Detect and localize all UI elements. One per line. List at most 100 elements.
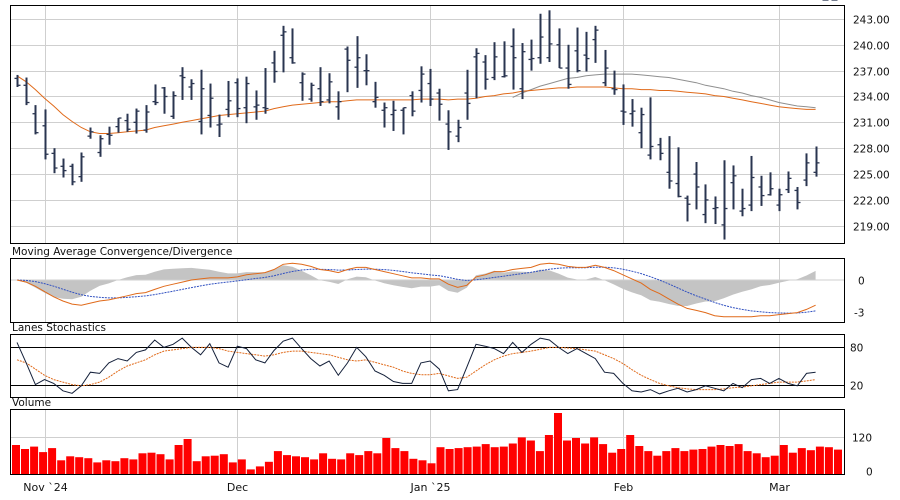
volume-bar xyxy=(463,447,472,474)
ohlc-bar xyxy=(308,82,315,102)
volume-bar xyxy=(156,454,165,474)
ohlc-bar xyxy=(207,83,214,128)
stochastics-title: Lanes Stochastics xyxy=(12,322,106,334)
x-tick-label: Dec xyxy=(227,481,248,494)
ohlc-bar xyxy=(243,76,250,124)
ohlc-bar xyxy=(776,188,783,212)
stochastics-series xyxy=(16,337,816,395)
ohlc-bar xyxy=(179,67,186,100)
ohlc-bar xyxy=(124,113,131,132)
ohlc-bar xyxy=(537,13,544,64)
ohlc-bar xyxy=(280,25,287,73)
volume-panel xyxy=(10,409,845,475)
ohlc-bar xyxy=(803,153,810,187)
ohlc-bar xyxy=(354,36,361,88)
volume-bar xyxy=(445,449,454,474)
volume-tick-label: 0 xyxy=(866,467,873,479)
volume-bar xyxy=(48,448,57,474)
volume-bar xyxy=(554,413,562,474)
slow-moving-average-line xyxy=(512,73,816,109)
volume-bar xyxy=(111,461,120,474)
volume-bar xyxy=(563,440,571,474)
ohlc-bar xyxy=(702,184,709,224)
ohlc-bar xyxy=(666,136,673,189)
ohlc-bar xyxy=(629,99,636,127)
ohlc-bar xyxy=(97,135,104,157)
ohlc-bar xyxy=(188,79,195,100)
macd-tick-label: -3 xyxy=(854,308,864,320)
ohlc-bar xyxy=(133,108,140,134)
ohlc-bar xyxy=(427,68,434,106)
volume-bar xyxy=(120,458,129,474)
ohlc-bar xyxy=(473,48,480,99)
ohlc-bar xyxy=(611,70,618,95)
stochastics-panel xyxy=(10,334,845,398)
ohlc-bar xyxy=(344,46,351,93)
price-tick-label: 219.00 xyxy=(853,222,890,234)
volume-series xyxy=(12,413,842,474)
ohlc-bar xyxy=(143,105,150,133)
ohlc-bar xyxy=(767,172,774,196)
macd-histogram xyxy=(17,265,816,306)
volume-bar xyxy=(183,439,192,474)
ohlc-bar xyxy=(253,90,260,120)
price-tick-label: 231.00 xyxy=(853,118,890,130)
fast-moving-average-line xyxy=(16,75,816,134)
ohlc-bar xyxy=(482,55,489,90)
ohlc-bar xyxy=(289,28,296,64)
ohlc-bar xyxy=(684,195,691,222)
volume-bar xyxy=(508,443,517,474)
volume-bar xyxy=(237,459,246,474)
stochastics-tick-label: 80 xyxy=(850,343,863,355)
ohlc-bar xyxy=(390,100,397,131)
volume-bar xyxy=(39,452,48,474)
ohlc-bar xyxy=(556,28,563,69)
volume-bar xyxy=(653,455,662,474)
ohlc-bar xyxy=(638,107,645,149)
volume-bar xyxy=(373,453,382,474)
volume-bar xyxy=(436,447,445,474)
volume-bar xyxy=(499,446,508,474)
volume-bar xyxy=(391,448,400,474)
volume-bar xyxy=(93,462,102,474)
volume-bar xyxy=(671,448,680,474)
volume-bar xyxy=(526,440,535,474)
ohlc-bar xyxy=(14,74,21,88)
volume-bar xyxy=(382,438,391,474)
volume-bar xyxy=(725,446,734,474)
macd-line xyxy=(16,262,816,318)
ohlc-bar xyxy=(78,152,85,182)
ohlc-bar xyxy=(657,137,664,161)
gridlines xyxy=(11,6,844,474)
volume-bar xyxy=(644,451,653,474)
volume-bar xyxy=(301,457,309,474)
ohlc-bar xyxy=(317,67,324,106)
x-tick-label: Mar xyxy=(769,481,790,494)
volume-bar xyxy=(698,449,707,474)
price-tick-label: 225.00 xyxy=(853,170,890,182)
ohlc-bar xyxy=(647,97,654,160)
volume-bar xyxy=(824,447,833,474)
volume-bar xyxy=(662,451,671,474)
volume-bar xyxy=(418,460,427,474)
volume-bar xyxy=(264,461,273,474)
ohlc-bar xyxy=(748,155,755,212)
volume-bar xyxy=(129,459,138,474)
volume-bar xyxy=(292,456,300,474)
ohlc-bar xyxy=(565,44,572,89)
volume-bar xyxy=(201,456,210,474)
ohlc-bar xyxy=(510,28,517,90)
price-tick-label: 237.00 xyxy=(853,67,890,79)
price-tick-label: 234.00 xyxy=(853,92,890,104)
price-panel xyxy=(10,5,845,244)
ohlc-bar xyxy=(583,31,590,72)
stochastic-k-line xyxy=(16,337,816,395)
volume-bar xyxy=(174,445,183,474)
ohlc-bar xyxy=(528,39,535,71)
ohlc-bar xyxy=(170,91,177,119)
volume-bar xyxy=(310,459,319,474)
volume-bar xyxy=(400,451,409,474)
macd-panel xyxy=(10,258,845,323)
